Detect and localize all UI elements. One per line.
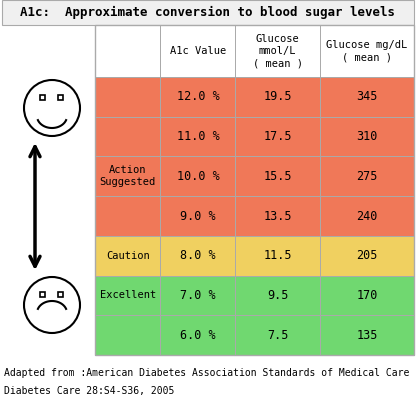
Bar <box>235 196 320 236</box>
Bar <box>235 315 320 355</box>
Text: 9.0 %: 9.0 % <box>180 209 215 222</box>
Bar <box>235 275 320 315</box>
Bar <box>235 236 320 275</box>
Text: 10.0 %: 10.0 % <box>176 170 219 183</box>
Text: Glucose mg/dL
( mean ): Glucose mg/dL ( mean ) <box>326 40 408 62</box>
Bar <box>95 236 161 275</box>
Text: 135: 135 <box>356 328 378 341</box>
Bar <box>320 275 414 315</box>
Bar <box>95 25 414 355</box>
Text: 13.5: 13.5 <box>263 209 292 222</box>
Bar <box>95 156 161 196</box>
Text: A1c:  Approximate conversion to blood sugar levels: A1c: Approximate conversion to blood sug… <box>20 6 396 19</box>
Bar <box>320 236 414 275</box>
Bar <box>320 315 414 355</box>
Text: 7.0 %: 7.0 % <box>180 289 215 302</box>
Bar <box>161 77 235 117</box>
Text: 9.5: 9.5 <box>267 289 288 302</box>
Text: 19.5: 19.5 <box>263 90 292 103</box>
Bar <box>95 196 161 236</box>
Bar <box>320 156 414 196</box>
Text: 17.5: 17.5 <box>263 130 292 143</box>
Text: 240: 240 <box>356 209 378 222</box>
Text: 11.0 %: 11.0 % <box>176 130 219 143</box>
Bar <box>161 25 235 77</box>
Bar <box>161 236 235 275</box>
Text: Action
Suggested: Action Suggested <box>99 166 156 187</box>
Text: A1c Value: A1c Value <box>170 46 226 56</box>
Text: 170: 170 <box>356 289 378 302</box>
Bar <box>320 196 414 236</box>
Bar <box>95 117 161 156</box>
Text: Caution: Caution <box>106 251 150 261</box>
Text: Diabetes Care 28:S4-S36, 2005: Diabetes Care 28:S4-S36, 2005 <box>4 386 174 396</box>
Bar <box>58 292 63 297</box>
Bar <box>235 156 320 196</box>
Text: Excellent: Excellent <box>99 290 156 300</box>
Bar <box>320 117 414 156</box>
Text: 11.5: 11.5 <box>263 249 292 262</box>
Bar <box>235 117 320 156</box>
Text: 15.5: 15.5 <box>263 170 292 183</box>
Text: 8.0 %: 8.0 % <box>180 249 215 262</box>
Bar <box>161 196 235 236</box>
Bar <box>161 315 235 355</box>
Bar <box>161 156 235 196</box>
Text: 345: 345 <box>356 90 378 103</box>
Text: Adapted from :American Diabetes Association Standards of Medical Care in Diabete: Adapted from :American Diabetes Associat… <box>4 368 416 378</box>
Text: 7.5: 7.5 <box>267 328 288 341</box>
Text: 205: 205 <box>356 249 378 262</box>
Bar <box>95 275 161 315</box>
Text: 12.0 %: 12.0 % <box>176 90 219 103</box>
Bar <box>95 25 161 77</box>
Bar <box>161 117 235 156</box>
Bar <box>95 315 161 355</box>
Text: 275: 275 <box>356 170 378 183</box>
Text: 310: 310 <box>356 130 378 143</box>
Bar <box>320 25 414 77</box>
Text: Glucose
mmol/L
( mean ): Glucose mmol/L ( mean ) <box>253 33 302 69</box>
Bar <box>320 77 414 117</box>
Bar <box>40 292 45 297</box>
Bar <box>95 77 161 117</box>
Bar <box>2 0 414 25</box>
Bar <box>161 275 235 315</box>
Bar <box>235 77 320 117</box>
Text: 6.0 %: 6.0 % <box>180 328 215 341</box>
Bar <box>40 95 45 100</box>
Bar <box>58 95 63 100</box>
Bar <box>235 25 320 77</box>
Bar <box>95 25 161 355</box>
